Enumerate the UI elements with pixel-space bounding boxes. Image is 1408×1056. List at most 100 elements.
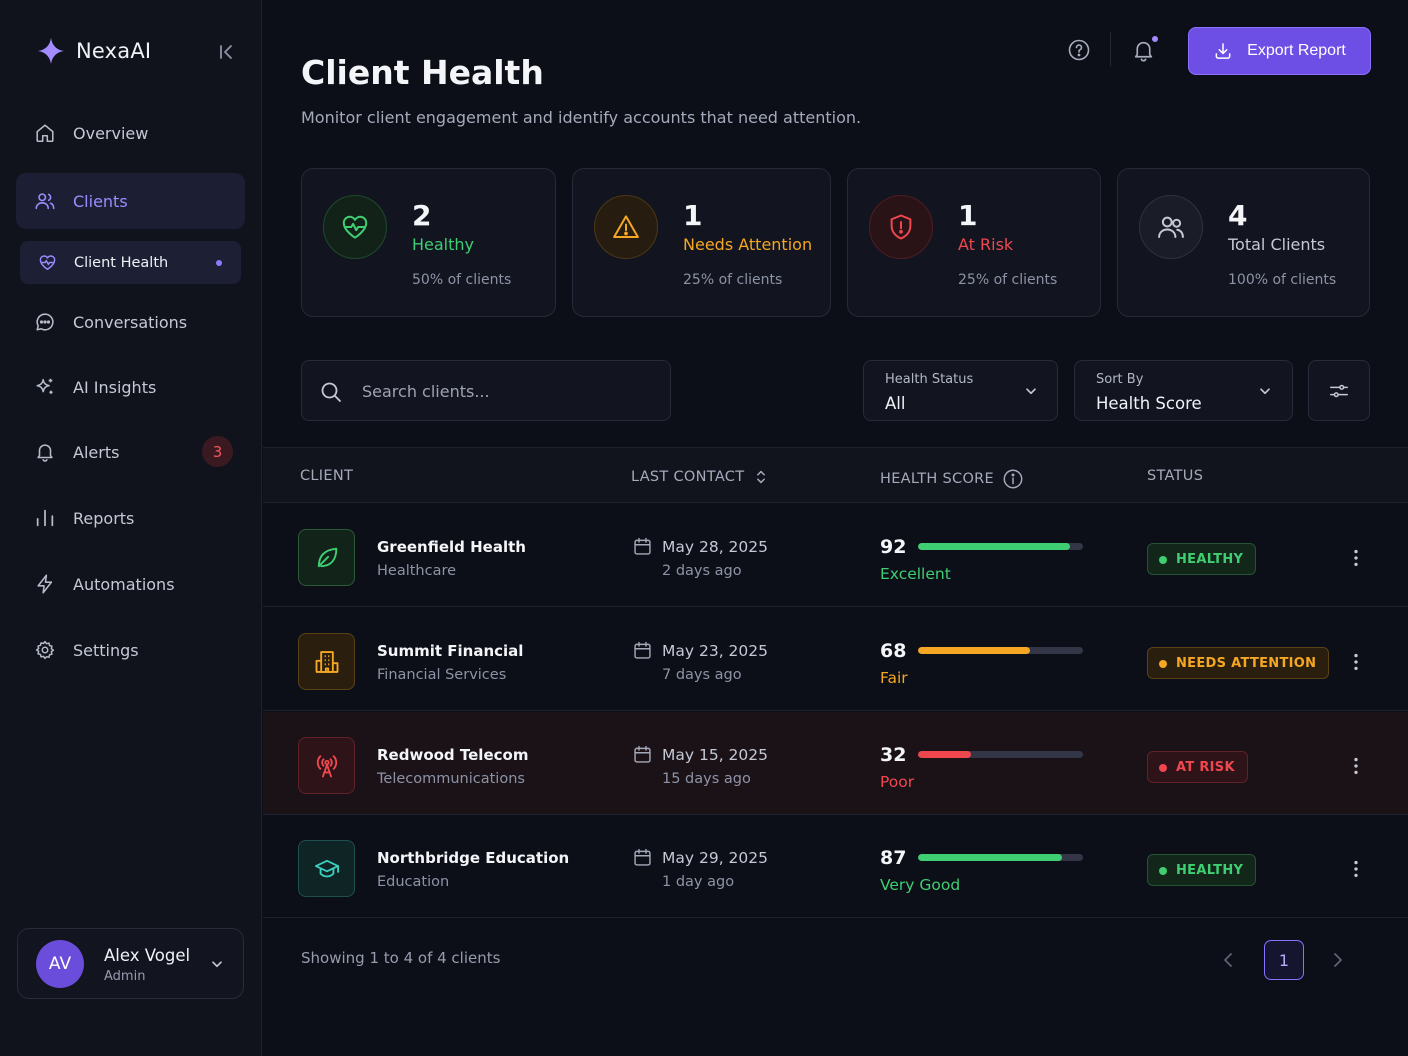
- chevron-down-icon: [208, 955, 226, 973]
- client-industry: Financial Services: [377, 667, 507, 683]
- shield-alert-icon: [869, 195, 933, 259]
- search-input[interactable]: [362, 375, 652, 407]
- user-menu[interactable]: AV Alex Vogel Admin: [17, 928, 244, 999]
- health-score-bar: [918, 854, 1083, 861]
- column-header-health-score[interactable]: HEALTH SCORE: [880, 468, 1024, 490]
- status-text: AT RISK: [1176, 759, 1235, 775]
- stat-value: 1: [683, 199, 703, 232]
- column-label: LAST CONTACT: [631, 469, 745, 485]
- status-badge: AT RISK: [1147, 751, 1248, 783]
- collapse-sidebar-icon[interactable]: [216, 42, 236, 62]
- users-icon: [34, 190, 56, 212]
- help-icon[interactable]: [1067, 38, 1091, 62]
- stat-percentage: 25% of clients: [958, 272, 1058, 288]
- client-name[interactable]: Greenfield Health: [377, 538, 526, 556]
- table-row[interactable]: Redwood Telecom Telecommunications May 1…: [263, 712, 1408, 815]
- health-score-label: Fair: [880, 669, 908, 687]
- chevron-left-icon[interactable]: [1218, 949, 1238, 971]
- sidebar-item-label: Reports: [73, 508, 135, 528]
- user-name: Alex Vogel: [104, 946, 191, 965]
- page-subtitle: Monitor client engagement and identify a…: [301, 108, 862, 127]
- select-value: All: [885, 394, 906, 413]
- export-report-button[interactable]: Export Report: [1188, 27, 1371, 75]
- column-label: CLIENT: [300, 468, 354, 484]
- stat-label: Total Clients: [1228, 235, 1326, 254]
- sidebar-item-conversations[interactable]: Conversations: [16, 294, 245, 350]
- client-name[interactable]: Summit Financial: [377, 642, 524, 660]
- chevron-down-icon: [1256, 382, 1274, 400]
- stat-value: 1: [958, 199, 978, 232]
- health-score-bar: [918, 543, 1083, 550]
- client-industry: Healthcare: [377, 563, 457, 579]
- sidebar-item-alerts[interactable]: Alerts 3: [16, 424, 245, 480]
- sidebar-item-reports[interactable]: Reports: [16, 490, 245, 546]
- more-options-icon[interactable]: [1345, 755, 1367, 777]
- more-options-icon[interactable]: [1345, 547, 1367, 569]
- sidebar-item-ai-insights[interactable]: AI Insights: [16, 359, 245, 415]
- chevron-right-icon[interactable]: [1328, 949, 1348, 971]
- health-score-value: 87: [880, 847, 907, 869]
- stat-card-at-risk[interactable]: 1 At Risk 25% of clients: [847, 168, 1101, 317]
- last-contact-date: May 28, 2025: [662, 538, 768, 556]
- last-contact-date: May 15, 2025: [662, 746, 768, 764]
- page-number-current[interactable]: 1: [1264, 940, 1304, 980]
- search-box: [301, 360, 671, 421]
- download-icon: [1213, 41, 1233, 61]
- more-options-icon[interactable]: [1345, 651, 1367, 673]
- status-text: NEEDS ATTENTION: [1176, 655, 1317, 671]
- stat-card-healthy[interactable]: 2 Healthy 50% of clients: [301, 168, 556, 317]
- sidebar-item-settings[interactable]: Settings: [16, 622, 245, 678]
- select-caption: Health Status: [885, 372, 974, 387]
- info-icon[interactable]: [1002, 468, 1024, 490]
- status-dot: [1159, 867, 1167, 875]
- last-contact-relative: 1 day ago: [662, 874, 735, 890]
- table-row[interactable]: Summit Financial Financial Services May …: [263, 608, 1408, 711]
- stat-card-needs-attention[interactable]: 1 Needs Attention 25% of clients: [572, 168, 831, 317]
- column-header-client[interactable]: CLIENT: [300, 468, 353, 484]
- calendar-icon: [632, 640, 653, 661]
- client-name[interactable]: Redwood Telecom: [377, 746, 529, 764]
- app-name: NexaAI: [76, 39, 152, 63]
- client-name[interactable]: Northbridge Education: [377, 849, 570, 867]
- health-score-bar: [918, 647, 1083, 654]
- sidebar-item-label: Settings: [73, 640, 139, 660]
- column-label: HEALTH SCORE: [880, 471, 995, 487]
- heart-pulse-icon: [323, 195, 387, 259]
- notification-dot: [1150, 34, 1160, 44]
- column-header-status[interactable]: STATUS: [1147, 468, 1203, 484]
- sidebar-item-label: Automations: [73, 574, 175, 594]
- health-score-bar: [918, 751, 1083, 758]
- health-status-select[interactable]: Health Status All: [863, 360, 1058, 421]
- page-title: Client Health: [301, 53, 544, 92]
- stat-value: 4: [1228, 199, 1248, 232]
- health-score-fill: [918, 647, 1031, 654]
- filter-settings-button[interactable]: [1308, 360, 1370, 421]
- users-icon: [1139, 195, 1203, 259]
- sidebar-item-clients[interactable]: Clients: [16, 173, 245, 229]
- select-value: Health Score: [1096, 394, 1202, 413]
- sparkles-icon: [34, 376, 56, 398]
- stat-card-total-clients[interactable]: 4 Total Clients 100% of clients: [1117, 168, 1370, 317]
- antenna-icon: [298, 737, 355, 794]
- table-row[interactable]: Greenfield Health Healthcare May 28, 202…: [263, 504, 1408, 607]
- sidebar-item-automations[interactable]: Automations: [16, 556, 245, 612]
- sidebar-item-label: Clients: [73, 191, 128, 211]
- sort-by-select[interactable]: Sort By Health Score: [1074, 360, 1293, 421]
- more-options-icon[interactable]: [1345, 858, 1367, 880]
- sidebar-item-overview[interactable]: Overview: [16, 105, 245, 161]
- search-icon: [319, 380, 343, 404]
- status-badge: HEALTHY: [1147, 854, 1257, 886]
- header-divider: [1110, 32, 1111, 66]
- sidebar-item-label: AI Insights: [73, 377, 157, 397]
- status-badge: HEALTHY: [1147, 543, 1257, 575]
- column-header-last-contact[interactable]: LAST CONTACT: [631, 468, 770, 486]
- stat-percentage: 25% of clients: [683, 272, 783, 288]
- table-row[interactable]: Northbridge Education Education May 29, …: [263, 815, 1408, 918]
- notifications-bell-icon[interactable]: [1131, 38, 1156, 63]
- column-label: STATUS: [1147, 468, 1204, 484]
- sidebar-subitem-client-health[interactable]: Client Health: [20, 241, 241, 284]
- table-header: CLIENT LAST CONTACT HEALTH SCORE STATUS: [263, 447, 1408, 503]
- stat-percentage: 50% of clients: [412, 272, 512, 288]
- brand[interactable]: NexaAI: [36, 36, 151, 66]
- alerts-count-badge: 3: [202, 436, 233, 467]
